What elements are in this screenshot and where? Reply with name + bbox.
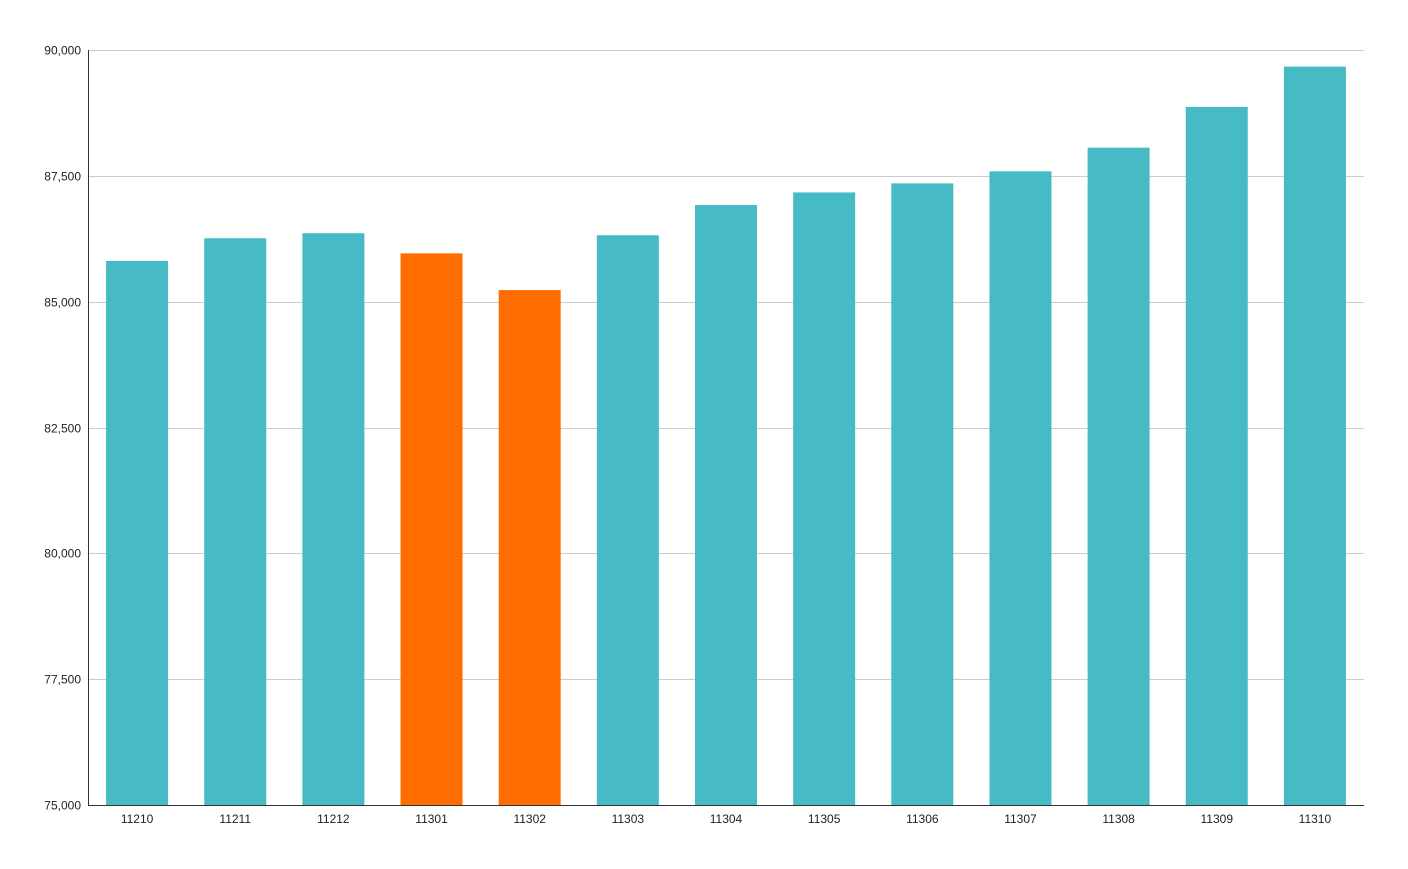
bar-11308 [1087,147,1150,805]
bar-11305 [793,192,856,805]
bar-11302 [498,290,561,806]
x-tick-label: 11306 [906,812,939,826]
bar-11301 [400,253,463,806]
x-tick-label: 11303 [612,812,645,826]
bar-11310 [1283,66,1346,806]
x-tick-label: 11304 [710,812,743,826]
x-tick-label: 11302 [513,812,546,826]
y-tick-label: 90,000 [44,44,81,58]
bar-11304 [695,205,757,805]
bar-11212 [302,233,365,805]
x-tick-label: 11308 [1102,812,1135,826]
x-tick-label: 11307 [1004,812,1037,826]
bar-11303 [596,235,659,806]
bar-11309 [1185,106,1248,805]
y-tick-labels: 75,000 77,500 80,000 82,500 85,000 87,500 90,0… [44,44,81,813]
x-tick-label: 11212 [317,812,350,826]
x-tick-label: 11305 [808,812,841,826]
y-tick-label: 82,500 [44,422,81,436]
y-tick-label: 80,000 [44,547,81,561]
x-tick-label: 11301 [415,812,448,826]
y-tick-label: 75,000 [44,799,81,813]
bar-11210 [106,260,169,805]
x-tick-label: 11210 [121,812,154,826]
bar-11211 [204,238,267,805]
bar-11307 [989,171,1052,806]
x-tick-label: 11211 [219,812,251,826]
y-tick-label: 85,000 [44,296,81,310]
x-tick-label: 11310 [1299,812,1332,826]
bar-11306 [891,183,954,805]
y-tick-label: 77,500 [44,673,81,687]
bars [106,66,1346,806]
x-tick-labels: 11210 11211 11212 11301 11302 11303 11304 11305… [121,812,1332,826]
y-tick-label: 87,500 [44,170,81,184]
axes [88,50,1364,806]
x-tick-label: 11309 [1201,812,1234,826]
